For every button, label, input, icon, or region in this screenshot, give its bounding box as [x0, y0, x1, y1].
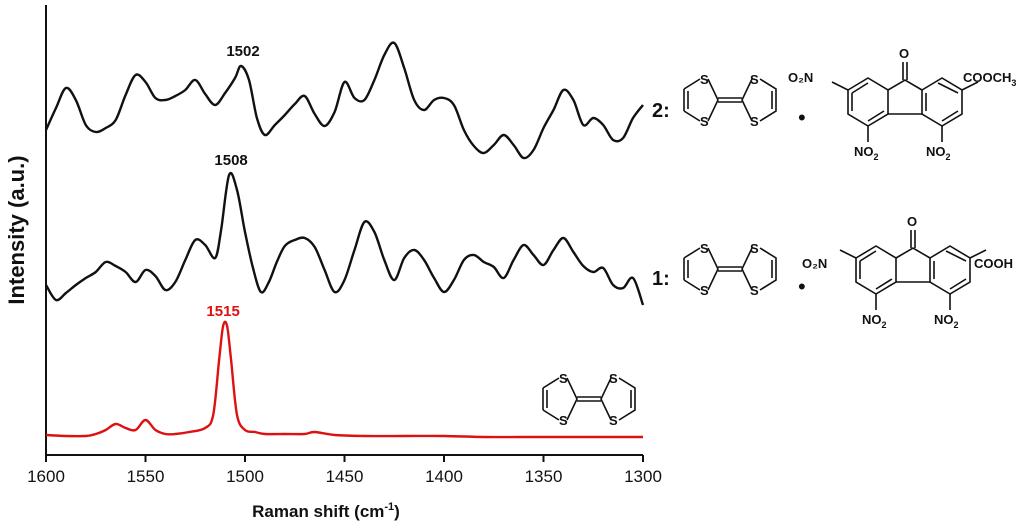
peak-label-0: 1502	[226, 43, 259, 60]
ttf-structure-ref: S S S S	[542, 371, 636, 428]
x-tick-label: 1600	[27, 467, 65, 486]
sulfur-atom: S	[700, 114, 709, 129]
o2n-group: O₂N	[788, 70, 813, 85]
o2n-group: O₂N	[802, 256, 827, 271]
nitro-group-left: NO2	[862, 312, 887, 330]
sulfur-atom: S	[559, 371, 568, 386]
x-tick-label: 1550	[127, 467, 165, 486]
ketone-oxygen: O	[899, 46, 909, 61]
peak-labels: 1502 1508 1515	[206, 43, 259, 320]
y-axis-label: Intensity (a.u.)	[4, 155, 29, 304]
sulfur-atom: S	[700, 241, 709, 256]
nitro-group-left: NO2	[854, 144, 879, 162]
series-line-2	[45, 320, 643, 439]
acid-group: COOH	[974, 256, 1013, 271]
sulfur-atom: S	[750, 72, 759, 87]
sulfur-atom: S	[750, 241, 759, 256]
x-tick-label: 1350	[525, 467, 563, 486]
peak-label-2: 1515	[206, 303, 239, 320]
series-line-0	[44, 41, 644, 160]
x-tick-label: 1500	[226, 467, 264, 486]
peak-label-1: 1508	[214, 152, 247, 169]
sulfur-atom: S	[700, 72, 709, 87]
nitro-group-right: NO2	[934, 312, 959, 330]
x-tick-label: 1400	[425, 467, 463, 486]
ester-group: COOCH3	[963, 70, 1016, 88]
sulfur-atom: S	[609, 371, 618, 386]
sulfur-atom: S	[750, 283, 759, 298]
dot-separator-1: •	[798, 274, 806, 299]
series-label-1: 1:	[652, 268, 670, 290]
sulfur-atom: S	[750, 114, 759, 129]
nitro-group-right: NO2	[926, 144, 951, 162]
x-tick-label: 1300	[624, 467, 662, 486]
sulfur-atom: S	[700, 283, 709, 298]
x-ticks: 1600 1550 1500 1450 1400 1350 1300	[27, 455, 662, 486]
series-label-2: 2:	[652, 100, 670, 122]
fluorenone-structure-1: O O₂N COOH NO2 NO2	[802, 214, 1013, 330]
fluorenone-structure-2: O O₂N COOCH3 NO2 NO2	[788, 46, 1016, 162]
ketone-oxygen: O	[907, 214, 917, 229]
x-tick-label: 1450	[326, 467, 364, 486]
series-line-1	[44, 171, 645, 306]
sulfur-atom: S	[609, 413, 618, 428]
ttf-structure-2: S S S S	[683, 72, 777, 129]
ttf-structure-1: S S S S	[683, 241, 777, 298]
series-group	[44, 41, 645, 439]
dot-separator-2: •	[798, 105, 806, 130]
x-axis-label: Raman shift (cm-1)	[252, 501, 400, 521]
sulfur-atom: S	[559, 413, 568, 428]
